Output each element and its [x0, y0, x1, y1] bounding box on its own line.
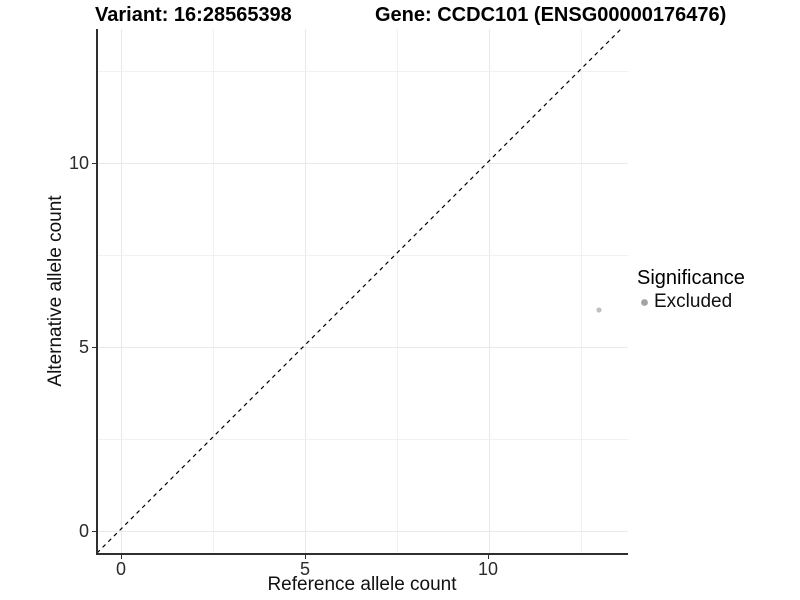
- x-tick-label: 0: [115, 559, 126, 579]
- identity-dashed-line: [97, 29, 622, 553]
- x-tick-label: 5: [299, 559, 310, 579]
- data-point-excluded: [596, 307, 602, 313]
- legend-point-circle: [641, 298, 648, 306]
- y-axis-title: Alternative allele count: [45, 195, 66, 387]
- variant-title: Variant: 16:28565398: [95, 4, 292, 26]
- gridline-major-vertical: [121, 29, 122, 553]
- y-axis-line: [96, 29, 98, 554]
- gridline-major-vertical: [305, 29, 306, 553]
- gridline-major-vertical: [489, 29, 490, 553]
- x-tick-mark: [304, 555, 306, 559]
- legend-item-label: Excluded: [654, 291, 733, 312]
- gridline-major-horizontal: [97, 531, 628, 532]
- y-tick-label: 0: [78, 521, 89, 541]
- legend-item-excluded: Excluded: [637, 291, 745, 313]
- y-tick-mark: [92, 346, 96, 348]
- y-tick-label: 5: [78, 337, 89, 357]
- gridline-minor-vertical: [397, 29, 398, 553]
- gridline-minor-horizontal: [97, 439, 628, 440]
- y-tick-mark: [92, 162, 96, 164]
- gridline-minor-vertical: [213, 29, 214, 553]
- plot-panel: [97, 29, 628, 553]
- x-axis-line: [96, 553, 628, 555]
- y-tick-mark: [92, 530, 96, 532]
- gene-title: Gene: CCDC101 (ENSG00000176476): [375, 4, 727, 26]
- gridline-minor-vertical: [581, 29, 582, 553]
- x-tick-label: 10: [477, 559, 499, 579]
- legend-title: Significance: [637, 267, 745, 289]
- gridline-minor-horizontal: [97, 255, 628, 256]
- x-axis-title: Reference allele count: [267, 574, 457, 595]
- x-tick-mark: [120, 555, 122, 559]
- x-tick-mark: [487, 555, 489, 559]
- y-tick-label: 10: [68, 153, 89, 173]
- gridline-major-horizontal: [97, 347, 628, 348]
- gridline-minor-horizontal: [97, 71, 628, 72]
- legend-point-icon: [641, 298, 648, 306]
- legend: Significance Excluded: [637, 266, 745, 313]
- gridline-major-horizontal: [97, 163, 628, 164]
- plot-data-layer: [97, 29, 622, 553]
